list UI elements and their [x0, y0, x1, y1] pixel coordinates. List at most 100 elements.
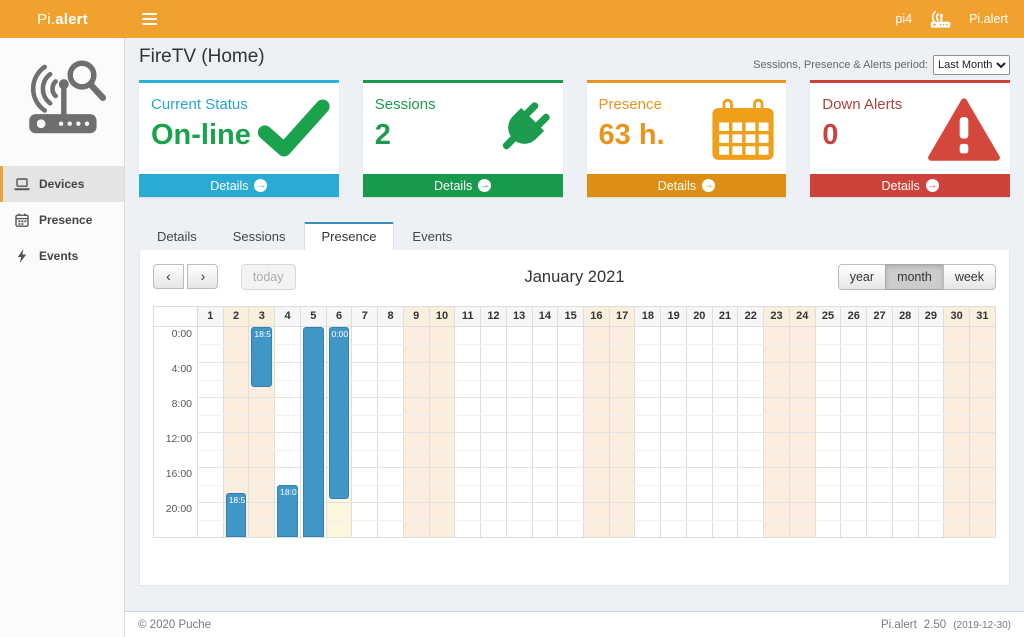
- sidebar: Devices Presence Events: [0, 38, 125, 637]
- summary-cards: Current Status On-line Details → Sessions 2 De…: [139, 80, 1010, 197]
- calendar-time-axis: 0:00 4:00 8:00 12:00 16:00 20:00: [154, 327, 198, 537]
- calendar-big-icon: [709, 98, 777, 164]
- warning-icon: [927, 98, 1001, 162]
- sidebar-item-presence[interactable]: Presence: [0, 202, 124, 238]
- bolt-icon: [14, 249, 30, 263]
- session-start-time-label: 0:00 -: [331, 329, 349, 339]
- calendar-day-header: 24: [788, 307, 815, 326]
- calendar-toolbar: ‹ › today January 2021 year month week: [153, 264, 996, 293]
- calendar-day-header: 9: [402, 307, 429, 326]
- calendar-day-column: [660, 327, 686, 537]
- calendar-day-column: [583, 327, 609, 537]
- tab-sessions[interactable]: Sessions: [232, 229, 286, 244]
- period-select[interactable]: Last Month: [933, 55, 1010, 75]
- calendar-day-header: 25: [814, 307, 841, 326]
- calendar-view-week-button[interactable]: week: [942, 264, 996, 290]
- calendar-day-header: 19: [660, 307, 686, 326]
- card-details-label: Details: [881, 178, 920, 193]
- calendar-day-header: 27: [866, 307, 892, 326]
- copyright-label: © 2020 Puche: [138, 618, 212, 631]
- user-menu[interactable]: pi4 Pi.alert: [895, 10, 1024, 29]
- calendar-day-header: 21: [711, 307, 738, 326]
- router-icon: [927, 10, 954, 29]
- calendar-day-column: [634, 327, 660, 537]
- calendar-day-header: 17: [608, 307, 635, 326]
- calendar-day-column: [454, 327, 480, 537]
- calendar-day-header: 26: [840, 307, 867, 326]
- card-details-label: Details: [210, 178, 249, 193]
- card-label: Down Alerts: [822, 96, 903, 113]
- calendar-day-header: 2: [222, 307, 249, 326]
- card-details-button[interactable]: Details →: [810, 174, 1010, 197]
- card-value: On-line: [151, 119, 251, 151]
- calendar-day-column: [969, 327, 995, 537]
- card-value: 63 h.: [598, 119, 665, 151]
- tab-presence[interactable]: Presence: [303, 222, 395, 250]
- arrow-circle-right-icon: →: [925, 179, 939, 192]
- presence-session-bar[interactable]: 18:58: [225, 492, 247, 537]
- calendar-today-button[interactable]: today: [240, 264, 296, 290]
- presence-session-bar[interactable]: [302, 327, 324, 537]
- time-axis-label: 20:00: [165, 503, 192, 515]
- card-details-label: Details: [657, 178, 696, 193]
- card-details-button[interactable]: Details →: [362, 174, 563, 197]
- check-icon: [256, 98, 330, 158]
- footer: © 2020 Puche Pi.alert 2.50 (2019-12-30): [125, 611, 1024, 637]
- calendar-day-header: 22: [737, 307, 764, 326]
- card-value: 2: [374, 119, 391, 151]
- calendar-day-column: [788, 327, 815, 537]
- sidebar-item-devices[interactable]: Devices: [0, 166, 124, 202]
- tab-events[interactable]: Events: [412, 229, 453, 244]
- plug-icon: [482, 98, 554, 170]
- card-body: Sessions 2: [363, 83, 563, 174]
- calendar-day-header: 4: [274, 307, 300, 326]
- calendar-day-header: 14: [531, 307, 558, 326]
- calendar-day-header: 20: [685, 307, 712, 326]
- calendar-day-column: [763, 327, 789, 537]
- main-content: FireTV (Home) Sessions, Presence & Alert…: [125, 38, 1024, 611]
- calendar-day-column: [737, 327, 763, 537]
- app-logo[interactable]: Pi.alert: [0, 11, 125, 28]
- top-navbar: Pi.alert pi4 Pi.alert: [0, 0, 1024, 38]
- calendar-day-column: [866, 327, 892, 537]
- calendar-grid: 0:00 4:00 8:00 12:00 16:00 20:00 18:58 18:58 18…: [153, 326, 996, 538]
- card-value: 0: [822, 119, 839, 151]
- card-body: Down Alerts 0: [810, 83, 1010, 174]
- calendar-next-button[interactable]: ›: [187, 264, 219, 289]
- time-axis-label: 12:00: [165, 433, 192, 445]
- sidebar-item-events[interactable]: Events: [0, 238, 124, 274]
- calendar-day-column: [351, 327, 377, 537]
- calendar-day-column: [505, 327, 532, 537]
- calendar-prev-button[interactable]: ‹: [153, 264, 184, 289]
- calendar-day-header: 12: [480, 307, 506, 326]
- laptop-icon: [14, 177, 30, 191]
- calendar-icon: [14, 213, 30, 227]
- card-details-label: Details: [434, 178, 473, 193]
- calendar-day-header: 7: [351, 307, 378, 326]
- tab-details[interactable]: Details: [157, 229, 197, 244]
- calendar-day-header: 29: [917, 307, 944, 326]
- calendar-view-month-button[interactable]: month: [885, 264, 944, 290]
- calendar-day-column: [377, 327, 403, 537]
- card-body: Presence 63 h.: [587, 83, 787, 174]
- card-label: Sessions: [374, 96, 436, 113]
- card-details-button[interactable]: Details →: [139, 174, 339, 197]
- calendar-day-column: [557, 327, 583, 537]
- presence-session-bar[interactable]: 0:00 -: [328, 327, 350, 500]
- time-axis-label: 8:00: [171, 397, 192, 410]
- calendar-day-column: [891, 327, 918, 537]
- calendar-day-column: [428, 327, 455, 537]
- time-axis-label: 16:00: [165, 467, 192, 480]
- period-selector: Sessions, Presence & Alerts period: Last…: [753, 55, 1010, 75]
- sidebar-menu: Devices Presence Events: [0, 166, 124, 274]
- hamburger-menu-icon[interactable]: [138, 9, 161, 30]
- card-label: Presence: [598, 96, 662, 113]
- calendar-day-column: [480, 327, 506, 537]
- card-details-button[interactable]: Details →: [586, 174, 787, 197]
- calendar-view-year-button[interactable]: year: [837, 264, 887, 290]
- card-down-alerts: Down Alerts 0 Details →: [810, 80, 1010, 197]
- calendar-day-header: 11: [454, 307, 481, 326]
- presence-session-bar[interactable]: 18:02: [277, 484, 298, 537]
- card-current-status: Current Status On-line Details →: [139, 80, 339, 197]
- presence-session-bar[interactable]: 18:58: [251, 327, 273, 387]
